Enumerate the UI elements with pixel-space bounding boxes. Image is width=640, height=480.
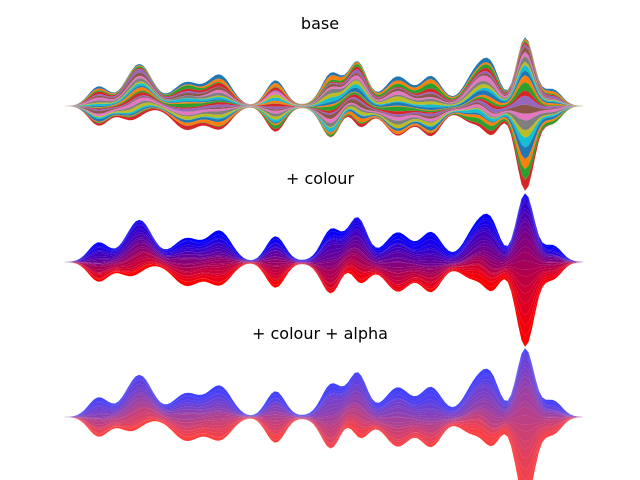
- panel-base: base: [42, 14, 598, 191]
- stream-layer: [42, 90, 598, 115]
- stream-layer: [42, 106, 598, 191]
- stream-layer: [42, 246, 598, 271]
- stream-layer: [42, 40, 598, 107]
- stream-layer: [42, 75, 598, 111]
- stream-layer: [42, 367, 598, 417]
- stream-layer: [42, 238, 598, 269]
- stream-layer: [42, 393, 598, 424]
- stream-layer: [42, 401, 598, 426]
- stream-layer: [42, 106, 598, 160]
- panel-colour-alpha: + colour + alpha: [42, 324, 598, 480]
- stream-layer: [42, 262, 598, 326]
- panel-colour: + colour: [42, 169, 598, 347]
- stream-layer: [42, 417, 598, 471]
- stream-layer: [42, 97, 598, 124]
- stream-layer: [42, 82, 598, 113]
- stream-layer: [42, 231, 598, 267]
- panel-title-colour-alpha: + colour + alpha: [252, 324, 388, 343]
- stream-layers-base: [42, 37, 598, 191]
- stream-layers-colour-alpha: [42, 348, 598, 480]
- stream-layer: [42, 262, 598, 347]
- panel-title-base: base: [301, 14, 339, 33]
- stream-layer: [42, 417, 598, 480]
- stream-layer: [42, 253, 598, 280]
- stream-layer: [42, 386, 598, 422]
- stream-layer: [42, 406, 598, 428]
- stream-layer: [42, 38, 598, 106]
- stream-layer: [42, 194, 598, 262]
- stream-layer: [42, 351, 598, 417]
- stream-layer: [42, 408, 598, 435]
- stream-layer: [42, 362, 598, 417]
- stream-layer: [42, 106, 598, 170]
- panel-title-colour: + colour: [286, 169, 354, 188]
- stream-layer: [42, 196, 598, 262]
- stream-layer: [42, 262, 598, 316]
- stream-layer: [42, 251, 598, 273]
- stream-layer: [42, 51, 598, 106]
- stream-layer: [42, 349, 598, 417]
- stream-layer: [42, 212, 598, 262]
- stream-layer: [42, 56, 598, 106]
- stream-layer: [42, 207, 598, 262]
- stream-layer: [42, 95, 598, 117]
- stream-layers-colour: [42, 193, 598, 347]
